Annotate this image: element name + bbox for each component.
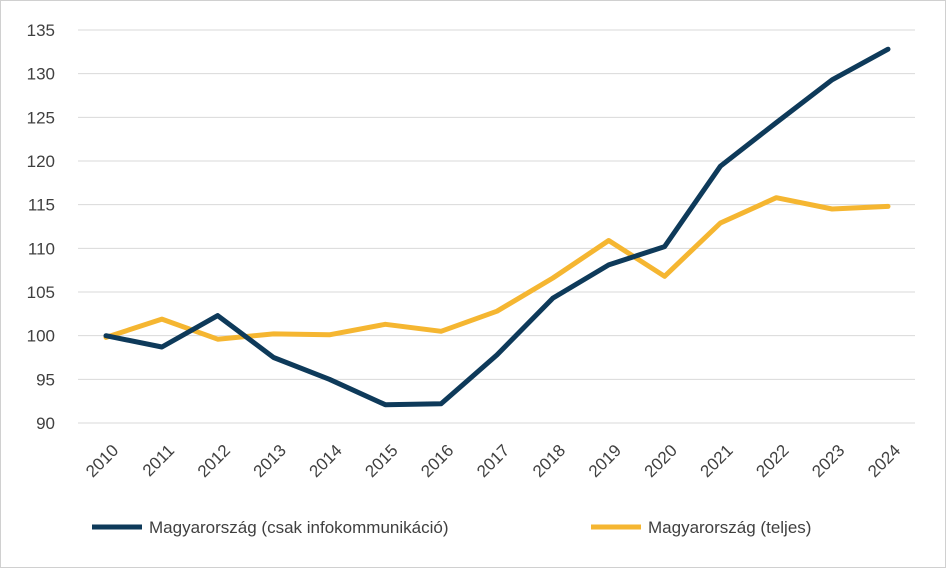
x-tick-label: 2016 <box>417 441 457 481</box>
x-axis-ticks: 2010 2011 2012 2013 2014 2015 2016 2017 2018 2019… <box>82 441 904 481</box>
x-tick-label: 2015 <box>361 441 401 481</box>
series-line-total <box>103 195 891 342</box>
y-tick-label: 125 <box>27 108 55 127</box>
x-tick-label: 2010 <box>82 441 122 481</box>
series-line-infokom <box>103 46 891 408</box>
x-tick-label: 2018 <box>529 441 569 481</box>
y-tick-label: 110 <box>28 239 55 258</box>
y-tick-label: 95 <box>36 370 55 389</box>
y-tick-label: 120 <box>27 152 55 171</box>
x-tick-label: 2023 <box>808 441 848 481</box>
y-tick-label: 130 <box>27 65 55 84</box>
y-tick-label: 135 <box>27 21 55 40</box>
y-tick-label: 90 <box>36 414 55 433</box>
x-tick-label: 2014 <box>306 441 346 481</box>
series-lines <box>103 46 891 408</box>
x-tick-label: 2019 <box>585 441 625 481</box>
x-tick-label: 2022 <box>752 441 792 481</box>
x-tick-label: 2012 <box>194 441 234 481</box>
x-tick-label: 2017 <box>473 441 513 481</box>
x-tick-label: 2020 <box>641 441 681 481</box>
x-tick-label: 2021 <box>697 441 737 481</box>
legend-label-infokom: Magyarország (csak infokommunikáció) <box>149 518 449 537</box>
gridlines <box>78 29 915 424</box>
legend: Magyarország (csak infokommunikáció) Mag… <box>92 518 811 537</box>
x-tick-label: 2013 <box>250 441 290 481</box>
y-tick-label: 100 <box>27 327 55 346</box>
x-tick-label: 2024 <box>864 441 904 481</box>
x-tick-label: 2011 <box>139 441 178 480</box>
y-axis-ticks: 90 95 100 105 110 115 120 125 130 135 <box>27 21 55 433</box>
y-tick-label: 105 <box>27 283 55 302</box>
y-tick-label: 115 <box>28 196 55 215</box>
legend-label-total: Magyarország (teljes) <box>648 518 811 537</box>
